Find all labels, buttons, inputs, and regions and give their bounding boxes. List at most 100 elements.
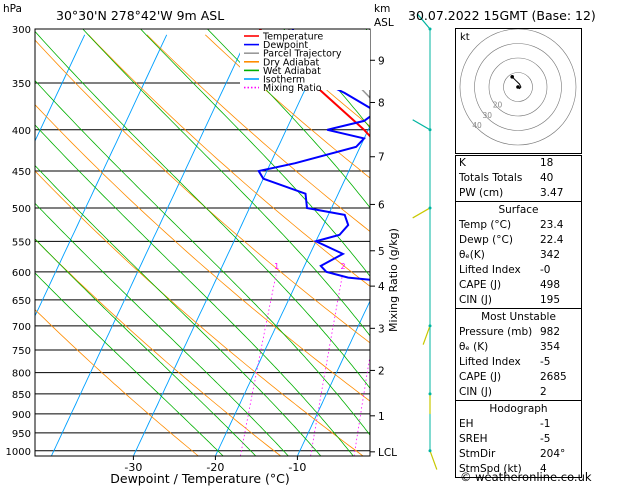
pressure-tick-label: 300 — [12, 25, 31, 36]
index-row: Totals Totals 40 — [456, 171, 581, 186]
index-row: StmSpd (kt) 4 — [456, 462, 581, 477]
index-top-section: K 18 Totals Totals 40 PW (cm) 3.47 — [456, 156, 581, 201]
most-unstable-section: Pressure (mb) 982 θₑ (K) 354 Lifted Index -5 C… — [456, 325, 581, 400]
hodograph-header: Hodograph — [456, 400, 581, 417]
wind-barb — [422, 325, 431, 345]
dry-adiabat-line — [614, 35, 629, 456]
hodograph-section: EH -1 SREH -5 StmDir 204° StmSpd (kt) 4 — [456, 417, 581, 477]
pressure-tick-label: 650 — [12, 296, 31, 307]
index-value: 23.4 — [540, 219, 564, 231]
index-value: 498 — [540, 279, 561, 291]
index-key: StmSpd (kt) — [459, 463, 522, 475]
index-key: K — [459, 157, 466, 169]
hodograph-ring-label: 30 — [482, 111, 492, 120]
pressure-tick-label: 850 — [12, 390, 31, 401]
pressure-tick-label: 950 — [12, 429, 31, 440]
height-tick-label: 2 — [378, 365, 385, 377]
height-tick-label: 5 — [378, 246, 385, 258]
mixing-ratio-line — [412, 275, 438, 456]
dry-adiabat-line — [35, 170, 364, 456]
mixing-ratio-label: 25 — [624, 262, 629, 271]
wind-barb-dot — [428, 324, 432, 328]
pressure-tick-label: 800 — [12, 369, 31, 380]
mixing-ratio-label: 4 — [412, 262, 417, 271]
index-value: -5 — [540, 356, 551, 368]
wet-adiabat-line — [140, 29, 370, 277]
index-value: 195 — [540, 294, 561, 306]
dry-adiabat-line — [35, 104, 370, 402]
km-label: km — [374, 3, 390, 15]
dewpoint-line — [257, 29, 370, 281]
index-value: 342 — [540, 249, 561, 261]
pressure-tick-label: 900 — [12, 410, 31, 421]
index-row: CAPE (J) 2685 — [456, 370, 581, 385]
isotherm-line — [625, 35, 629, 456]
dry-adiabat-line — [205, 34, 370, 179]
temperature-tick-label: -10 — [288, 461, 306, 474]
dry-adiabat-line — [35, 238, 281, 456]
index-key: SREH — [459, 433, 488, 445]
index-value: 354 — [540, 341, 561, 353]
isotherm-line — [35, 34, 168, 317]
index-row: θₑ (K) 354 — [456, 340, 581, 355]
height-tick-label: 7 — [378, 152, 385, 164]
dry-adiabat-line — [35, 39, 370, 344]
surface-section: Temp (°C) 23.4 Dewp (°C) 22.4 θₑ(K) 342 Lifted… — [456, 218, 581, 308]
index-row: Temp (°C) 23.4 — [456, 218, 581, 233]
index-key: Lifted Index — [459, 356, 521, 368]
credit-text: © weatheronline.co.uk — [460, 470, 592, 484]
index-value: -5 — [540, 433, 551, 445]
index-table: K 18 Totals Totals 40 PW (cm) 3.47 Surface Te… — [455, 155, 582, 478]
mixing-ratio-label: 1 — [274, 262, 279, 271]
index-value: 40 — [540, 172, 554, 184]
index-row: Lifted Index -5 — [456, 355, 581, 370]
index-key: Totals Totals — [459, 172, 523, 184]
legend-label: Mixing Ratio — [263, 83, 322, 94]
index-value: 3.47 — [540, 187, 564, 199]
legend-label: Dewpoint — [263, 40, 308, 51]
isotherm-line — [50, 34, 250, 456]
index-value: 204° — [540, 448, 566, 460]
wind-barb-dot — [428, 206, 432, 210]
wet-adiabat-line — [35, 124, 354, 456]
index-row: Lifted Index -0 — [456, 263, 581, 278]
pressure-tick-label: 550 — [12, 237, 31, 248]
wind-barb — [429, 450, 438, 470]
index-key: CAPE (J) — [459, 279, 502, 291]
index-key: CIN (J) — [459, 294, 492, 306]
wet-adiabat-line — [585, 29, 629, 456]
wind-barb — [412, 119, 431, 131]
height-tick-label: 4 — [378, 281, 385, 293]
mixing-ratio-label: 20 — [595, 262, 605, 271]
axes: 300 350 400 450 500 550 600 650 700 750 800 850 900 9… — [6, 25, 398, 474]
index-value: 2685 — [540, 371, 567, 383]
mixing-ratio-label: 3 — [382, 262, 387, 271]
wet-adiabat-line — [35, 238, 257, 456]
pressure-tick-label: 750 — [12, 346, 31, 357]
index-key: Temp (°C) — [459, 219, 512, 231]
index-value: 2 — [540, 386, 547, 398]
hodograph-unit: kt — [460, 32, 470, 43]
index-key: EH — [459, 418, 474, 430]
surface-header: Surface — [456, 201, 581, 218]
wet-adiabat-line — [207, 29, 370, 209]
hodograph-origin — [516, 85, 520, 89]
index-value: -0 — [540, 264, 551, 276]
most-unstable-header: Most Unstable — [456, 308, 581, 325]
wet-adiabat-line — [35, 272, 224, 456]
index-row: K 18 — [456, 156, 581, 171]
index-key: CAPE (J) — [459, 371, 502, 383]
index-row: PW (cm) 3.47 — [456, 186, 581, 201]
index-value: 4 — [540, 463, 547, 475]
wet-adiabat-line — [35, 80, 370, 436]
index-value: 982 — [540, 326, 561, 338]
pressure-tick-label: 350 — [12, 79, 31, 90]
background-lines — [35, 29, 629, 456]
mixing-ratio-label: 5 — [436, 262, 441, 271]
datetime-label: 30.07.2022 15GMT (Base: 12) — [408, 8, 596, 23]
index-row: SREH -5 — [456, 432, 581, 447]
mixing-ratio-label: 2 — [340, 262, 345, 271]
